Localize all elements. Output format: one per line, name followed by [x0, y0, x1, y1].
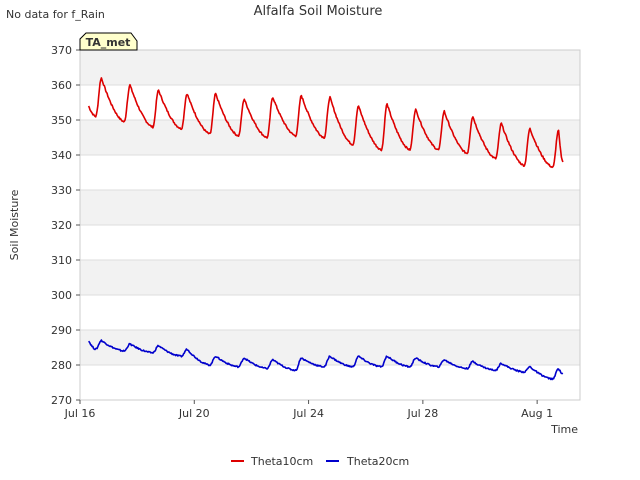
y-tick-label: 370 [51, 44, 72, 57]
legend-label-theta20cm: Theta20cm [346, 455, 409, 468]
y-tick-label: 290 [51, 324, 72, 337]
plot-band [80, 155, 580, 190]
plot-band [80, 295, 580, 330]
y-axis-ticks: 270 280 290 300 310 320 330 340 350 360 370 [51, 44, 80, 407]
plot-band [80, 50, 580, 85]
x-axis-ticks: Jul 16 Jul 20 Jul 24 Jul 28 Aug 1 [64, 400, 553, 420]
y-tick-label: 280 [51, 359, 72, 372]
badge-label: TA_met [86, 36, 131, 49]
legend-label-theta10cm: Theta10cm [250, 455, 313, 468]
y-tick-label: 360 [51, 79, 72, 92]
y-tick-label: 350 [51, 114, 72, 127]
plot-band [80, 260, 580, 295]
y-tick-label: 270 [51, 394, 72, 407]
y-tick-label: 340 [51, 149, 72, 162]
series-line-theta20cm [87, 339, 564, 381]
plot-band [80, 365, 580, 400]
x-tick-label: Jul 16 [64, 407, 96, 420]
x-tick-label: Aug 1 [521, 407, 553, 420]
y-axis-label: Soil Moisture [8, 189, 21, 260]
plot-band [80, 225, 580, 260]
y-tick-label: 320 [51, 219, 72, 232]
x-tick-label: Jul 20 [178, 407, 210, 420]
plot-band [80, 330, 580, 365]
plot-band [80, 120, 580, 155]
badge-shape [79, 32, 138, 51]
y-tick-label: 300 [51, 289, 72, 302]
legend: Theta10cm Theta20cm [231, 455, 409, 468]
y-tick-label: 330 [51, 184, 72, 197]
chart-title: Alfalfa Soil Moisture [254, 4, 383, 19]
ta-met-badge: TA_met [79, 32, 138, 51]
no-data-notice: No data for f_Rain [6, 8, 105, 21]
x-tick-label: Jul 24 [292, 407, 324, 420]
series-layer [87, 77, 564, 381]
x-tick-label: Jul 28 [406, 407, 438, 420]
y-tick-label: 310 [51, 254, 72, 267]
plot-band [80, 190, 580, 225]
x-axis-label: Time [550, 423, 578, 436]
series-line-theta10cm [87, 77, 564, 169]
